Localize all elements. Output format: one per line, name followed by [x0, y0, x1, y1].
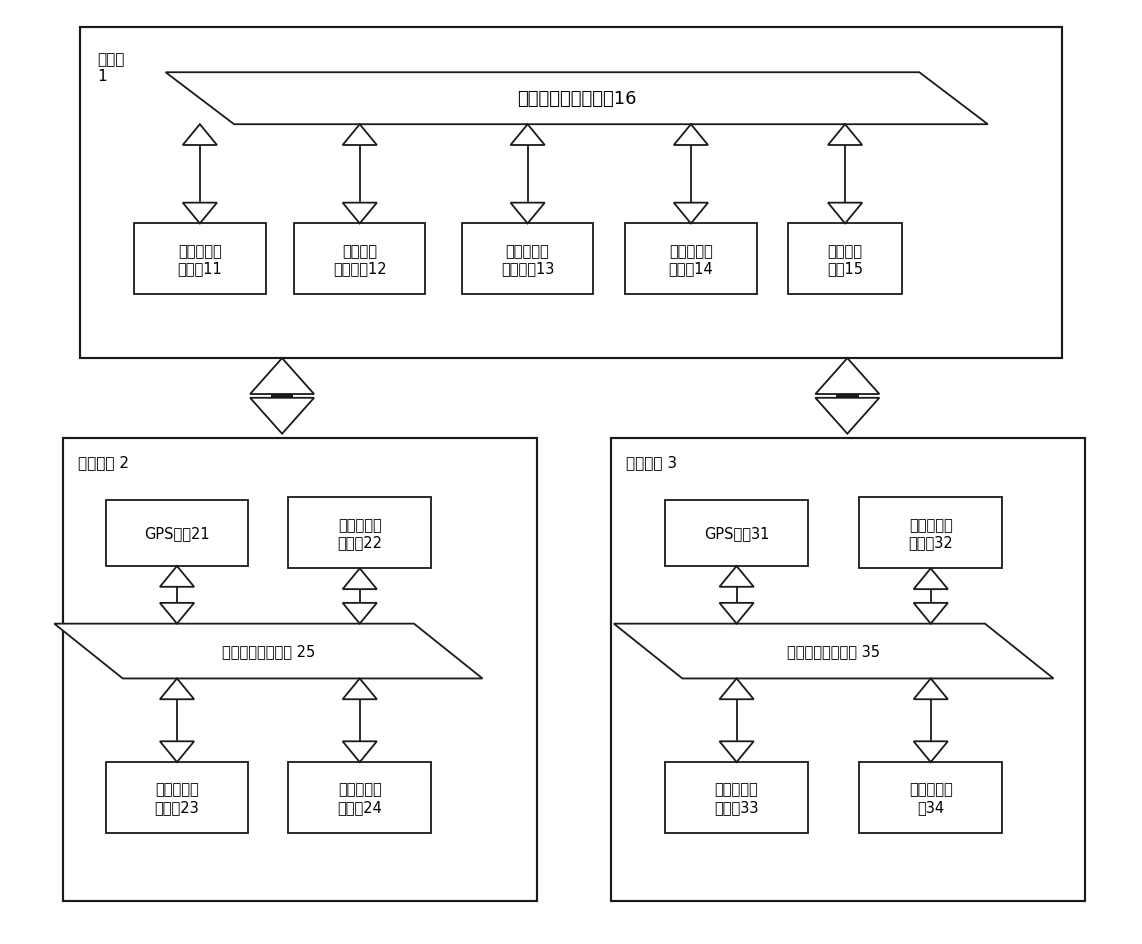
- Text: 公交车站导
航模块33: 公交车站导 航模块33: [715, 782, 758, 814]
- Bar: [836, 395, 859, 398]
- Polygon shape: [815, 359, 879, 395]
- Polygon shape: [914, 679, 948, 700]
- Bar: [80, 28, 1062, 359]
- Polygon shape: [166, 74, 988, 126]
- Text: 地图管理模
块34: 地图管理模 块34: [909, 782, 952, 814]
- Text: 服务器
1: 服务器 1: [97, 52, 124, 84]
- Text: 车载终端数据内存 25: 车载终端数据内存 25: [222, 644, 315, 659]
- Polygon shape: [183, 126, 217, 145]
- Polygon shape: [510, 126, 545, 145]
- Polygon shape: [160, 566, 194, 587]
- Polygon shape: [250, 398, 314, 434]
- Text: 车载终端 2: 车载终端 2: [78, 455, 129, 470]
- Polygon shape: [510, 204, 545, 225]
- Polygon shape: [343, 603, 377, 624]
- Polygon shape: [183, 204, 217, 225]
- Text: 公交线路
管理模块12: 公交线路 管理模块12: [333, 244, 386, 276]
- Polygon shape: [914, 603, 948, 624]
- Text: GPS模块31: GPS模块31: [703, 526, 770, 541]
- Polygon shape: [54, 624, 482, 679]
- Polygon shape: [674, 126, 708, 145]
- Polygon shape: [914, 742, 948, 763]
- Bar: [859, 763, 1003, 834]
- Bar: [626, 225, 757, 295]
- Polygon shape: [719, 566, 754, 587]
- Polygon shape: [815, 398, 879, 434]
- Polygon shape: [719, 603, 754, 624]
- Polygon shape: [719, 679, 754, 700]
- Polygon shape: [828, 126, 862, 145]
- Bar: [295, 225, 425, 295]
- Polygon shape: [674, 204, 708, 225]
- Text: 车外实景采
集模块24: 车外实景采 集模块24: [337, 782, 383, 814]
- Bar: [788, 225, 902, 295]
- Text: 用户终端数据内存 35: 用户终端数据内存 35: [787, 644, 880, 659]
- Bar: [859, 498, 1003, 568]
- Polygon shape: [343, 204, 377, 225]
- Text: 公交服务中心数据库16: 公交服务中心数据库16: [517, 90, 636, 109]
- Text: 公交信息管
理模块22: 公交信息管 理模块22: [337, 517, 383, 549]
- Text: 公交出行服
务模块14: 公交出行服 务模块14: [668, 244, 714, 276]
- Polygon shape: [719, 742, 754, 763]
- Polygon shape: [343, 679, 377, 700]
- Polygon shape: [250, 359, 314, 395]
- Bar: [135, 225, 265, 295]
- Bar: [665, 763, 809, 834]
- Bar: [665, 500, 809, 566]
- Bar: [461, 225, 594, 295]
- Text: 公交车位置
跟踪模块13: 公交车位置 跟踪模块13: [501, 244, 554, 276]
- Polygon shape: [160, 679, 194, 700]
- Polygon shape: [914, 568, 948, 589]
- Bar: [288, 763, 432, 834]
- Bar: [105, 500, 249, 566]
- Bar: [271, 395, 293, 398]
- Polygon shape: [828, 204, 862, 225]
- Text: 公交时刻管
理模块11: 公交时刻管 理模块11: [177, 244, 223, 276]
- Bar: [288, 498, 432, 568]
- Text: 公交出行服
务模块32: 公交出行服 务模块32: [908, 517, 954, 549]
- Polygon shape: [343, 568, 377, 589]
- Polygon shape: [160, 742, 194, 763]
- Text: 车内实景采
集模块23: 车内实景采 集模块23: [154, 782, 200, 814]
- Text: 用户管理
模块15: 用户管理 模块15: [827, 244, 863, 276]
- Polygon shape: [343, 126, 377, 145]
- Polygon shape: [614, 624, 1053, 679]
- Bar: [611, 439, 1085, 902]
- Text: 用户终端 3: 用户终端 3: [626, 455, 677, 470]
- Bar: [105, 763, 249, 834]
- Polygon shape: [343, 742, 377, 763]
- Text: GPS模块21: GPS模块21: [144, 526, 210, 541]
- Polygon shape: [160, 603, 194, 624]
- Bar: [63, 439, 537, 902]
